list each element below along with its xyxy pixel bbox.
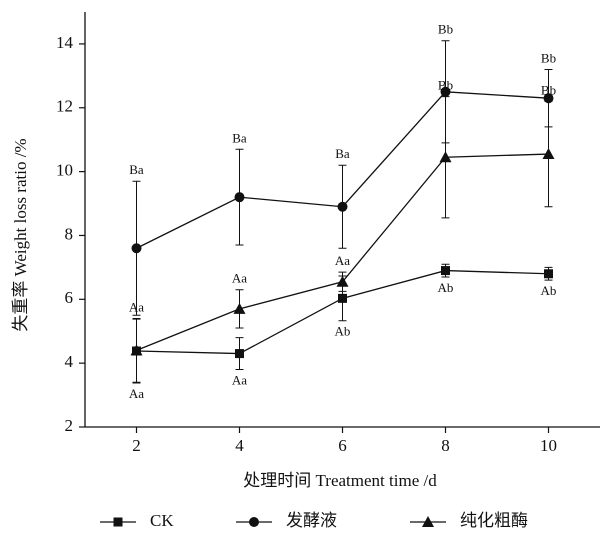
y-tick-label: 10 <box>56 161 73 180</box>
marker-circle <box>234 192 245 203</box>
marker-square <box>338 293 347 303</box>
significance-label: Bb <box>438 22 453 37</box>
marker-square <box>235 349 244 359</box>
significance-label: Ba <box>129 162 144 177</box>
legend-label: 发酵液 <box>286 511 337 530</box>
marker-circle <box>440 86 451 97</box>
x-axis-title: 处理时间 Treatment time /d <box>243 471 437 490</box>
legend-label: CK <box>150 511 174 530</box>
y-tick-label: 6 <box>65 288 74 307</box>
significance-label: Ab <box>541 283 557 298</box>
marker-circle <box>131 243 142 254</box>
marker-circle <box>543 93 554 104</box>
legend-label: 纯化粗酶 <box>460 511 528 530</box>
significance-label: Aa <box>335 253 350 268</box>
marker-triangle <box>233 302 246 314</box>
y-tick-label: 8 <box>65 224 74 243</box>
x-tick-label: 2 <box>132 436 141 455</box>
x-tick-label: 6 <box>338 436 347 455</box>
marker-square <box>441 266 450 276</box>
significance-label: Aa <box>129 299 144 314</box>
x-tick-label: 8 <box>441 436 450 455</box>
y-tick-label: 4 <box>65 352 74 371</box>
significance-label: Bb <box>541 50 556 65</box>
y-tick-label: 2 <box>65 416 74 435</box>
significance-label: Aa <box>232 373 247 388</box>
y-tick-label: 12 <box>56 97 73 116</box>
significance-label: Bb <box>438 78 453 93</box>
significance-label: Aa <box>232 271 247 286</box>
marker-circle <box>337 201 348 212</box>
marker-square <box>544 269 553 279</box>
legend-marker <box>422 516 434 527</box>
significance-label: Ba <box>335 146 350 161</box>
y-axis-title: 失重率 Weight loss ratio /% <box>11 138 30 331</box>
marker-triangle <box>439 151 452 163</box>
x-tick-label: 10 <box>540 436 557 455</box>
significance-label: Aa <box>129 386 144 401</box>
legend-marker <box>249 517 259 527</box>
significance-label: Bb <box>541 82 556 97</box>
x-tick-label: 4 <box>235 436 244 455</box>
significance-label: Ba <box>232 130 247 145</box>
marker-triangle <box>542 148 555 160</box>
legend-marker <box>113 517 123 527</box>
significance-label: Ab <box>335 324 351 339</box>
marker-triangle <box>336 275 349 287</box>
significance-label: Ab <box>438 280 454 295</box>
y-tick-label: 14 <box>56 33 74 52</box>
marker-triangle <box>130 344 143 356</box>
